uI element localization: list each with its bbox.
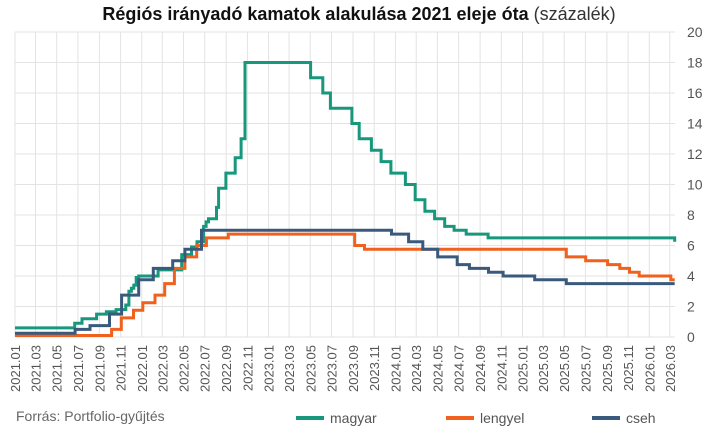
legend-label-lengyel: lengyel [480, 410, 525, 426]
y-tick-label: 2 [687, 299, 695, 315]
chart-title-unit: (százalék) [533, 4, 616, 24]
x-tick-label: 2025.11 [621, 345, 636, 391]
y-axis-ticks: 0 2 4 6 8 10 12 14 16 18 20 [687, 24, 703, 345]
x-tick-label: 2024.05 [430, 345, 445, 392]
series-line-cseh [15, 228, 675, 335]
x-tick-label: 2021.09 [92, 345, 107, 392]
x-tick-label: 2025.01 [516, 345, 531, 392]
x-tick-label: 2021.03 [28, 345, 43, 392]
x-tick-label: 2025.03 [536, 345, 551, 392]
x-tick-label: 2023.09 [346, 345, 361, 392]
x-tick-label: 2023.03 [282, 345, 297, 392]
x-tick-label: 2023.01 [262, 345, 277, 392]
legend-label-magyar: magyar [330, 410, 377, 426]
x-tick-label: 2025.07 [578, 345, 593, 392]
x-tick-label: 2021.05 [50, 345, 65, 392]
x-tick-label: 2024.03 [409, 345, 424, 392]
x-tick-label: 2021.01 [8, 345, 23, 392]
x-tick-label: 2026.03 [663, 345, 678, 392]
x-tick-label: 2026.01 [642, 345, 657, 392]
y-tick-label: 12 [687, 146, 703, 162]
y-tick-label: 14 [687, 116, 703, 132]
y-tick-label: 0 [687, 329, 695, 345]
legend-item-magyar: magyar [296, 410, 377, 426]
x-tick-label: 2023.05 [303, 345, 318, 392]
x-tick-label: 2022.03 [155, 345, 170, 392]
x-tick-label: 2022.07 [198, 345, 213, 392]
y-tick-label: 4 [687, 268, 695, 284]
legend-item-lengyel: lengyel [446, 410, 524, 426]
series-lines [15, 61, 677, 337]
x-tick-label: 2024.01 [388, 345, 403, 392]
x-tick-label: 2025.09 [600, 345, 615, 392]
legend-item-cseh: cseh [592, 410, 656, 426]
chart-title-main: Régiós irányadó kamatok alakulása 2021 e… [102, 4, 529, 24]
chart-title: Régiós irányadó kamatok alakulása 2021 e… [0, 4, 718, 25]
source-note: Forrás: Portfolio-gyűjtés [16, 408, 165, 424]
legend-label-cseh: cseh [626, 410, 656, 426]
y-tick-label: 10 [687, 177, 703, 193]
y-tick-label: 8 [687, 207, 695, 223]
legend-swatch-lengyel [446, 416, 474, 420]
legend-swatch-magyar [296, 416, 324, 420]
x-tick-label: 2022.01 [135, 345, 150, 392]
x-tick-label: 2021.11 [114, 345, 129, 391]
x-tick-label: 2024.07 [452, 345, 467, 392]
x-tick-label: 2021.07 [71, 345, 86, 392]
y-tick-label: 20 [687, 24, 703, 40]
x-tick-label: 2022.05 [176, 345, 191, 392]
x-tick-label: 2023.11 [367, 345, 382, 391]
x-tick-label: 2022.09 [219, 345, 234, 392]
gridlines [14, 31, 675, 338]
y-tick-label: 16 [687, 85, 703, 101]
series-line-lengyel [15, 232, 675, 337]
x-tick-label: 2024.11 [494, 345, 509, 391]
x-axis-ticks: 2021.01 2021.03 2021.05 2021.07 2021.09 2021.… [8, 345, 678, 392]
x-tick-label: 2022.11 [240, 345, 255, 391]
x-tick-label: 2023.07 [324, 345, 339, 392]
y-tick-label: 18 [687, 55, 703, 71]
series-line-magyar [15, 61, 677, 330]
x-tick-label: 2025.05 [557, 345, 572, 392]
x-tick-label: 2024.09 [473, 345, 488, 392]
y-tick-label: 6 [687, 238, 695, 254]
legend-swatch-cseh [592, 416, 620, 420]
